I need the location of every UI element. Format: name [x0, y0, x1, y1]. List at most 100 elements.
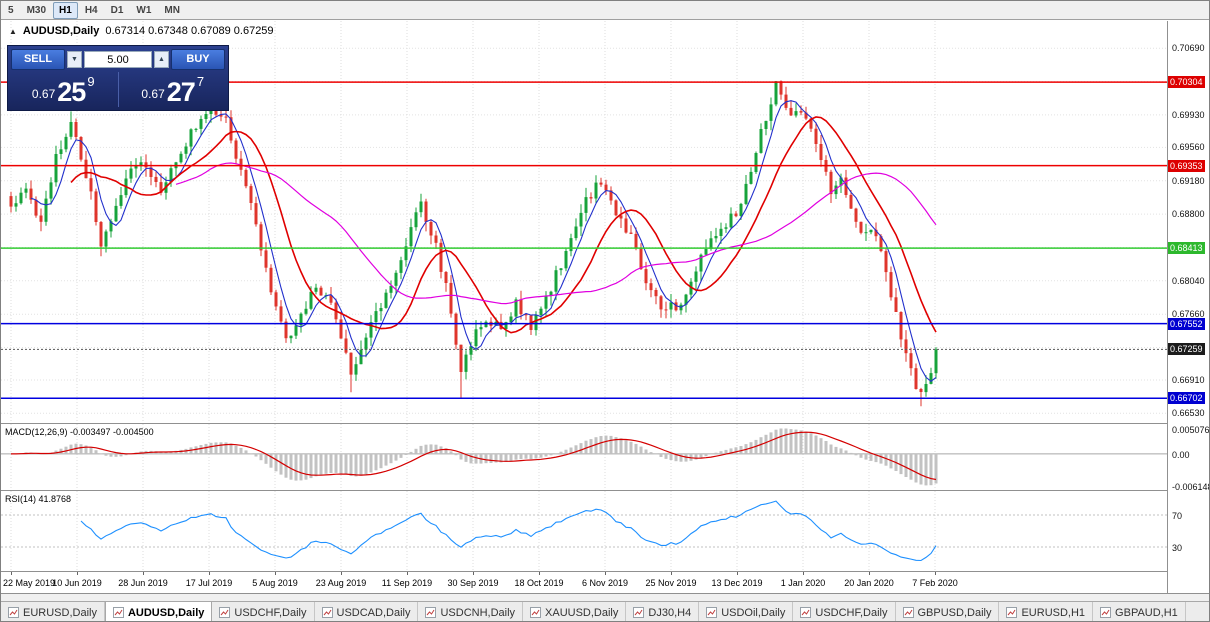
- chart-tab-gbpusd-daily[interactable]: GBPUSD,Daily: [895, 602, 1000, 621]
- sell-button[interactable]: SELL: [11, 49, 65, 70]
- time-axis-label: 22 May 2019: [3, 578, 56, 588]
- time-axis-label: 23 Aug 2019: [315, 578, 367, 588]
- time-axis-tick: [209, 572, 210, 575]
- price-tick-label: 0.67660: [1172, 309, 1205, 320]
- one-click-collapse-icon[interactable]: ▲: [9, 26, 17, 36]
- time-axis-tick: [539, 572, 540, 575]
- chart-tab-usdchf-daily[interactable]: USDCHF,Daily: [212, 602, 315, 621]
- volume-decrease-button[interactable]: ▼: [67, 51, 82, 68]
- price-scale[interactable]: 0.70690 0.69930 0.69560 0.69180 0.68800 0.680…: [1167, 21, 1210, 593]
- chart-tab-label: AUDUSD,Daily: [127, 606, 205, 619]
- buy-price-prefix: 0.67: [141, 87, 165, 101]
- chart-tab-label: EURUSD,H1: [1021, 606, 1086, 619]
- price-line-badge: 0.67259: [1168, 343, 1205, 356]
- chart-tab-eurusd-daily[interactable]: EURUSD,Daily: [1, 602, 105, 621]
- chart-tab-label: EURUSD,Daily: [23, 606, 97, 619]
- price-line-badge: 0.67552: [1168, 317, 1205, 330]
- chart-icon: [633, 607, 645, 618]
- panel-separator[interactable]: [1, 490, 1209, 491]
- chart-tab-label: USDCNH,Daily: [440, 606, 516, 619]
- volume-increase-button[interactable]: ▲: [154, 51, 169, 68]
- time-axis-tick: [407, 572, 408, 575]
- volume-input[interactable]: [84, 51, 152, 68]
- chart-tab-usdchf-daily[interactable]: USDCHF,Daily: [793, 602, 896, 621]
- time-axis-tick: [473, 572, 474, 575]
- time-axis-tick: [803, 572, 804, 575]
- price-tick-label: 0.66530: [1172, 408, 1205, 419]
- time-axis-tick: [77, 572, 78, 575]
- price-tick-label: 0.69930: [1172, 109, 1205, 120]
- time-axis-label: 6 Nov 2019: [581, 578, 629, 588]
- chart-tab-usdcnh-daily[interactable]: USDCNH,Daily: [418, 602, 524, 621]
- rsi-panel[interactable]: [1, 491, 1167, 571]
- macd-axis-label: 0.005076: [1172, 425, 1210, 435]
- chart-icon: [1100, 607, 1112, 618]
- chart-icon: [530, 607, 542, 618]
- buy-price[interactable]: 0.67 27 7: [121, 72, 226, 107]
- chart-icon: [425, 607, 437, 618]
- chart-tab-audusd-daily[interactable]: AUDUSD,Daily: [104, 602, 213, 621]
- chart-tab-usdoil-daily[interactable]: USDOil,Daily: [699, 602, 794, 621]
- sell-price[interactable]: 0.67 25 9: [11, 72, 116, 107]
- timeframe-button-mn[interactable]: MN: [164, 4, 180, 16]
- price-line-badge: 0.70304: [1168, 76, 1205, 89]
- trade-prices-row: 0.67 25 9 0.67 27 7: [11, 72, 225, 107]
- chart-tab-label: GBPUSD,Daily: [917, 606, 992, 619]
- chart-tab-label: XAUUSD,Daily: [545, 606, 619, 619]
- time-axis: 22 May 2019 10 Jun 2019 28 Jun 2019 17 Jul …: [1, 572, 1167, 593]
- chart-title-bar: ▲ AUDUSD,Daily 0.67314 0.67348 0.67089 0…: [9, 25, 274, 37]
- rsi-axis-label: 70: [1172, 511, 1183, 521]
- sell-price-big: 25: [57, 77, 86, 107]
- chart-tab-label: USDCAD,Daily: [336, 606, 411, 619]
- sell-price-pip: 9: [87, 74, 95, 89]
- price-divider: [117, 72, 119, 107]
- chart-icon: [800, 607, 812, 618]
- rsi-header: RSI(14) 41.8768: [5, 494, 72, 504]
- time-axis-tick: [341, 572, 342, 575]
- rsi-axis-label: 30: [1172, 543, 1183, 553]
- chart-tabs-bar: EURUSD,Daily AUDUSD,Daily USDCHF,Daily USDC…: [1, 601, 1209, 621]
- price-tick-label: 0.69180: [1172, 175, 1205, 186]
- time-axis-label: 5 Aug 2019: [252, 578, 298, 588]
- buy-price-big: 27: [166, 77, 196, 107]
- chart-tab-eurusd-h1[interactable]: EURUSD,H1: [999, 602, 1094, 621]
- timeframe-button-h4[interactable]: H4: [84, 4, 98, 16]
- chart-tab-gbpaud-h1[interactable]: GBPAUD,H1: [1093, 602, 1186, 621]
- price-tick-label: 0.70690: [1172, 43, 1205, 54]
- chart-symbol-label: AUDUSD,Daily: [22, 25, 100, 37]
- chart-tab-xauusd-daily[interactable]: XAUUSD,Daily: [523, 602, 627, 621]
- time-axis-tick: [737, 572, 738, 575]
- timeframe-button-d1[interactable]: D1: [110, 4, 124, 16]
- time-axis-label: 25 Nov 2019: [645, 578, 697, 588]
- timeframe-button-h1[interactable]: H1: [53, 1, 78, 19]
- price-line-badge: 0.66702: [1168, 392, 1205, 405]
- time-axis-tick: [143, 572, 144, 575]
- chart-icon: [321, 607, 333, 618]
- chart-icon: [706, 607, 718, 618]
- macd-header: MACD(12,26,9) -0.003497 -0.004500: [5, 427, 154, 437]
- chart-tab-usdcad-daily[interactable]: USDCAD,Daily: [314, 602, 419, 621]
- time-axis-tick: [275, 572, 276, 575]
- sell-price-prefix: 0.67: [31, 87, 56, 101]
- timeframe-button-m30[interactable]: M30: [26, 4, 47, 16]
- buy-button[interactable]: BUY: [171, 49, 225, 70]
- chart-tab-dj30-h4[interactable]: DJ30,H4: [626, 602, 700, 621]
- timeframe-button-5[interactable]: 5: [8, 4, 14, 16]
- time-axis-label: 30 Sep 2019: [447, 578, 499, 588]
- timeframe-button-w1[interactable]: W1: [136, 4, 152, 16]
- price-line-badge: 0.69353: [1168, 159, 1205, 172]
- time-axis-label: 17 Jul 2019: [185, 578, 233, 588]
- time-axis-label: 18 Oct 2019: [514, 578, 564, 588]
- chart-tab-label: DJ30,H4: [648, 606, 692, 619]
- macd-panel[interactable]: [1, 424, 1167, 490]
- chart-tab-label: USDCHF,Daily: [815, 606, 888, 619]
- chart-icon: [1006, 607, 1018, 618]
- panel-separator: [1, 571, 1209, 572]
- macd-axis-label: 0.00: [1172, 449, 1190, 460]
- time-axis-tick: [605, 572, 606, 575]
- panel-separator[interactable]: [1, 423, 1209, 424]
- buy-price-pip: 7: [196, 74, 205, 89]
- trade-controls-row: SELL ▼ ▲ BUY: [11, 49, 225, 70]
- chart-icon: [902, 607, 914, 618]
- price-line-badge: 0.68413: [1168, 242, 1205, 255]
